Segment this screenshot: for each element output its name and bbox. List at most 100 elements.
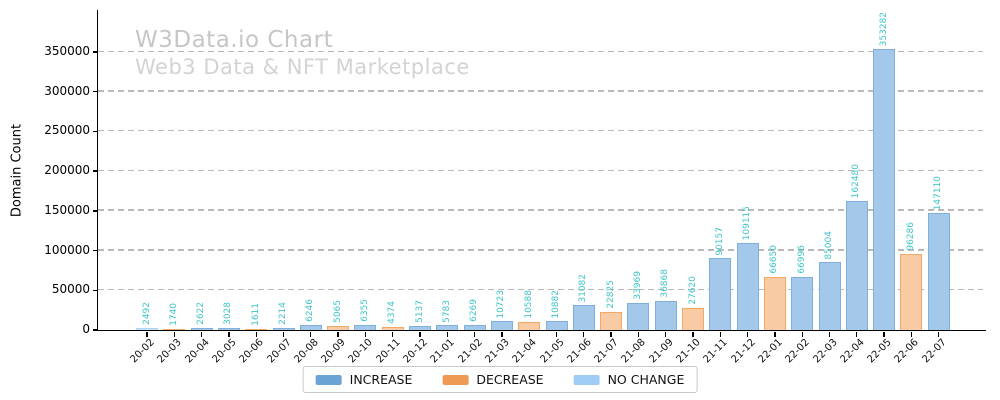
x-tick-mark <box>282 332 285 337</box>
bar-value-label: 147110 <box>933 175 944 211</box>
bar-value-label: 2622 <box>196 302 207 325</box>
x-tick-mark <box>364 332 367 337</box>
bar-value-label: 66650 <box>769 245 780 275</box>
legend-label: NO CHANGE <box>607 372 685 387</box>
bar-20-04 <box>190 327 213 330</box>
legend-item-decrease: DECREASE <box>442 372 544 387</box>
gridline <box>98 169 983 172</box>
y-tick-label: 150000 <box>44 202 90 217</box>
y-tick-mark <box>93 170 98 172</box>
chart-title: W3Data.io Chart <box>135 27 334 53</box>
legend-swatch-decrease <box>442 374 469 385</box>
x-tick-mark <box>774 332 776 337</box>
x-tick-mark <box>173 332 175 337</box>
bar-value-label: 1611 <box>250 302 261 326</box>
bar-21-07 <box>600 311 623 330</box>
legend-label: DECREASE <box>476 372 544 387</box>
x-tick-mark <box>392 332 394 337</box>
legend-label: INCREASE <box>349 372 413 387</box>
bar-value-label: 96286 <box>905 221 916 251</box>
x-tick-mark <box>856 332 858 337</box>
bar-21-12 <box>736 243 759 330</box>
legend-item-increase: INCREASE <box>315 372 413 387</box>
x-tick-mark <box>692 332 694 337</box>
bar-22-07 <box>927 213 950 330</box>
x-tick-mark <box>255 332 257 337</box>
gridline <box>98 288 983 291</box>
bar-value-label: 22825 <box>605 280 616 309</box>
bar-value-label: 2492 <box>141 302 152 326</box>
x-tick-mark <box>583 332 585 337</box>
bar-21-09 <box>654 300 677 330</box>
x-tick-mark <box>637 332 640 337</box>
x-tick-mark <box>228 332 230 337</box>
bar-value-label: 6246 <box>305 299 316 323</box>
x-tick-mark <box>883 332 885 337</box>
bar-value-label: 5783 <box>441 299 452 323</box>
bar-20-12 <box>409 325 431 330</box>
bar-22-05 <box>873 49 896 330</box>
bar-22-04 <box>845 200 868 330</box>
bar-22-02 <box>791 276 814 330</box>
bar-value-label: 2214 <box>278 302 288 326</box>
legend-item-no_change: NO CHANGE <box>573 372 685 387</box>
x-tick-mark <box>910 332 913 337</box>
y-tick-label: 50000 <box>51 282 90 297</box>
x-tick-mark <box>419 332 421 337</box>
y-tick-mark <box>93 289 98 291</box>
y-tick-mark <box>93 329 98 331</box>
y-tick-mark <box>93 210 98 212</box>
gridline <box>98 90 983 92</box>
bar-value-label: 6355 <box>359 299 370 322</box>
bar-21-02 <box>463 325 486 330</box>
bar-value-label: 36868 <box>660 269 671 298</box>
x-tick-mark <box>665 332 667 337</box>
bar-value-label: 90157 <box>714 226 725 256</box>
bar-value-label: 85004 <box>824 230 834 260</box>
y-tick-label: 0 <box>82 322 90 336</box>
bar-20-06 <box>245 328 268 330</box>
x-tick-mark <box>446 332 448 337</box>
y-tick-mark <box>93 91 98 93</box>
x-tick-mark <box>828 332 831 337</box>
bar-22-06 <box>900 253 923 330</box>
bar-value-label: 1740 <box>168 302 179 326</box>
bar-21-08 <box>627 303 650 330</box>
y-tick-label: 100000 <box>44 242 90 257</box>
bar-value-label: 10723 <box>496 289 507 319</box>
bar-21-05 <box>545 321 568 330</box>
plot-area: 2492 1740 2622 3028 1611 2214 6246 5065 6355 4374… <box>93 10 986 337</box>
y-tick-label: 200000 <box>44 163 90 178</box>
bar-22-03 <box>818 262 841 330</box>
bar-21-04 <box>518 321 541 330</box>
bar-20-10 <box>354 324 377 330</box>
bar-21-11 <box>709 258 732 330</box>
x-tick-mark <box>801 332 803 337</box>
x-tick-mark <box>610 332 612 337</box>
bar-value-label: 33969 <box>632 271 643 301</box>
bar-value-label: 3028 <box>223 301 234 325</box>
bar-value-label: 353282 <box>878 12 889 47</box>
bar-20-09 <box>327 325 350 330</box>
x-tick-mark <box>337 332 339 337</box>
bar-value-label: 10588 <box>523 289 534 319</box>
x-tick-mark <box>555 332 558 337</box>
bar-value-label: 4374 <box>387 300 398 324</box>
bar-20-07 <box>272 328 295 330</box>
y-tick-mark <box>93 51 98 53</box>
y-tick-mark <box>93 249 98 252</box>
legend-swatch-no_change <box>573 374 600 385</box>
x-tick-mark <box>746 332 749 337</box>
x-tick-mark <box>146 332 148 337</box>
bar-value-label: 6269 <box>469 299 480 323</box>
bar-value-label: 162480 <box>851 163 862 198</box>
gridline <box>98 50 983 52</box>
x-tick-mark <box>310 332 312 337</box>
bar-value-label: 66996 <box>796 245 807 274</box>
x-tick-mark <box>719 332 721 337</box>
bar-20-05 <box>217 327 240 330</box>
bar-20-03 <box>163 328 186 330</box>
bar-value-label: 5137 <box>414 300 425 323</box>
legend-swatch-increase <box>315 374 342 385</box>
